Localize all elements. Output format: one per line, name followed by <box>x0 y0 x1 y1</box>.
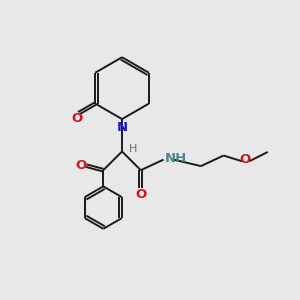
Text: O: O <box>135 188 146 201</box>
Text: O: O <box>72 112 83 125</box>
Text: O: O <box>239 153 250 166</box>
Text: NH: NH <box>165 152 187 165</box>
Text: O: O <box>75 159 86 172</box>
Text: H: H <box>128 143 137 154</box>
Text: N: N <box>116 121 128 134</box>
